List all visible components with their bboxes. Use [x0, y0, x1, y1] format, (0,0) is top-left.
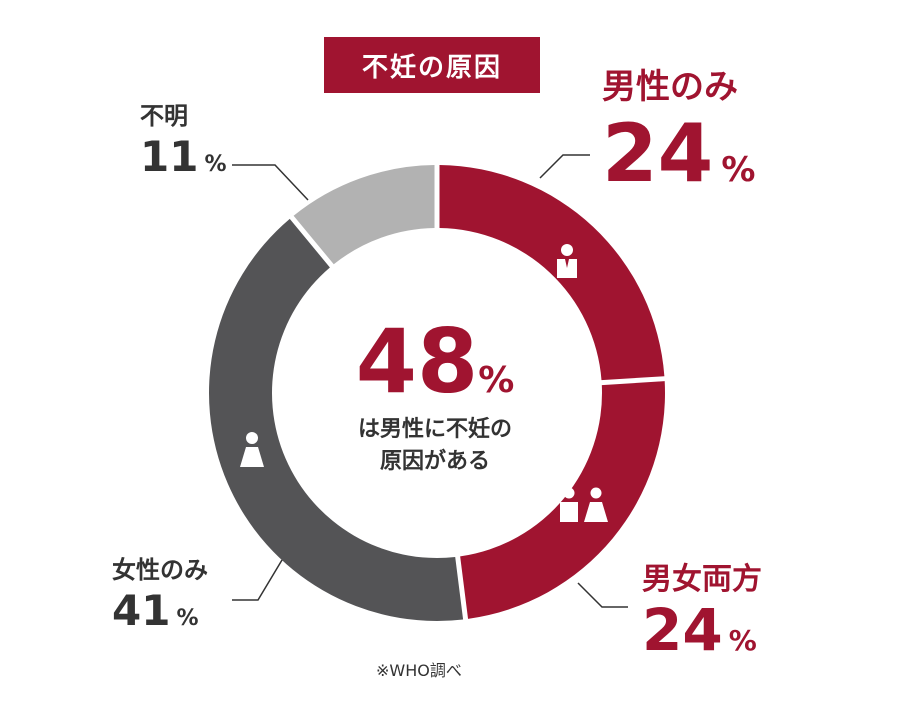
leader-line-female: [232, 559, 283, 601]
donut-slice-female-only: [209, 218, 464, 621]
couple-icon: [560, 487, 608, 522]
leader-lines: [232, 154, 628, 608]
label-female-only-value: 41%: [112, 586, 199, 635]
donut-slice-both: [460, 381, 665, 619]
label-unknown-name: 不明: [140, 102, 188, 130]
male-person-icon: [557, 244, 577, 278]
label-female-only: 女性のみ 41%: [112, 558, 208, 632]
label-male-only-value: 24%: [602, 107, 756, 200]
leader-line-both: [577, 582, 628, 608]
center-value: 48%: [355, 310, 515, 413]
label-male-only-name: 男性のみ: [602, 67, 738, 107]
label-unknown-value: 11%: [140, 132, 227, 181]
label-female-only-name: 女性のみ: [112, 556, 208, 584]
female-person-icon: [240, 432, 264, 467]
label-male-only: 男性のみ 24%: [602, 70, 755, 194]
donut-slice-unknown: [293, 165, 435, 265]
leader-line-unknown: [232, 164, 309, 201]
label-both-value: 24%: [642, 596, 757, 664]
source-note: ※WHO調べ: [376, 661, 462, 680]
label-both: 男女両方 24%: [642, 562, 762, 664]
leader-line-male: [539, 154, 590, 179]
chart-title: 不妊の原因: [324, 37, 540, 93]
label-unknown: 不明 11%: [140, 104, 227, 178]
donut-slice-male-only: [439, 165, 665, 381]
center-text-line2: 原因がある: [379, 449, 490, 474]
center-text-line1: は男性に不妊の: [357, 417, 512, 442]
label-both-name: 男女両方: [642, 562, 762, 597]
donut-segments: [209, 165, 665, 621]
center-summary: 48% は男性に不妊の 原因がある: [330, 318, 540, 478]
